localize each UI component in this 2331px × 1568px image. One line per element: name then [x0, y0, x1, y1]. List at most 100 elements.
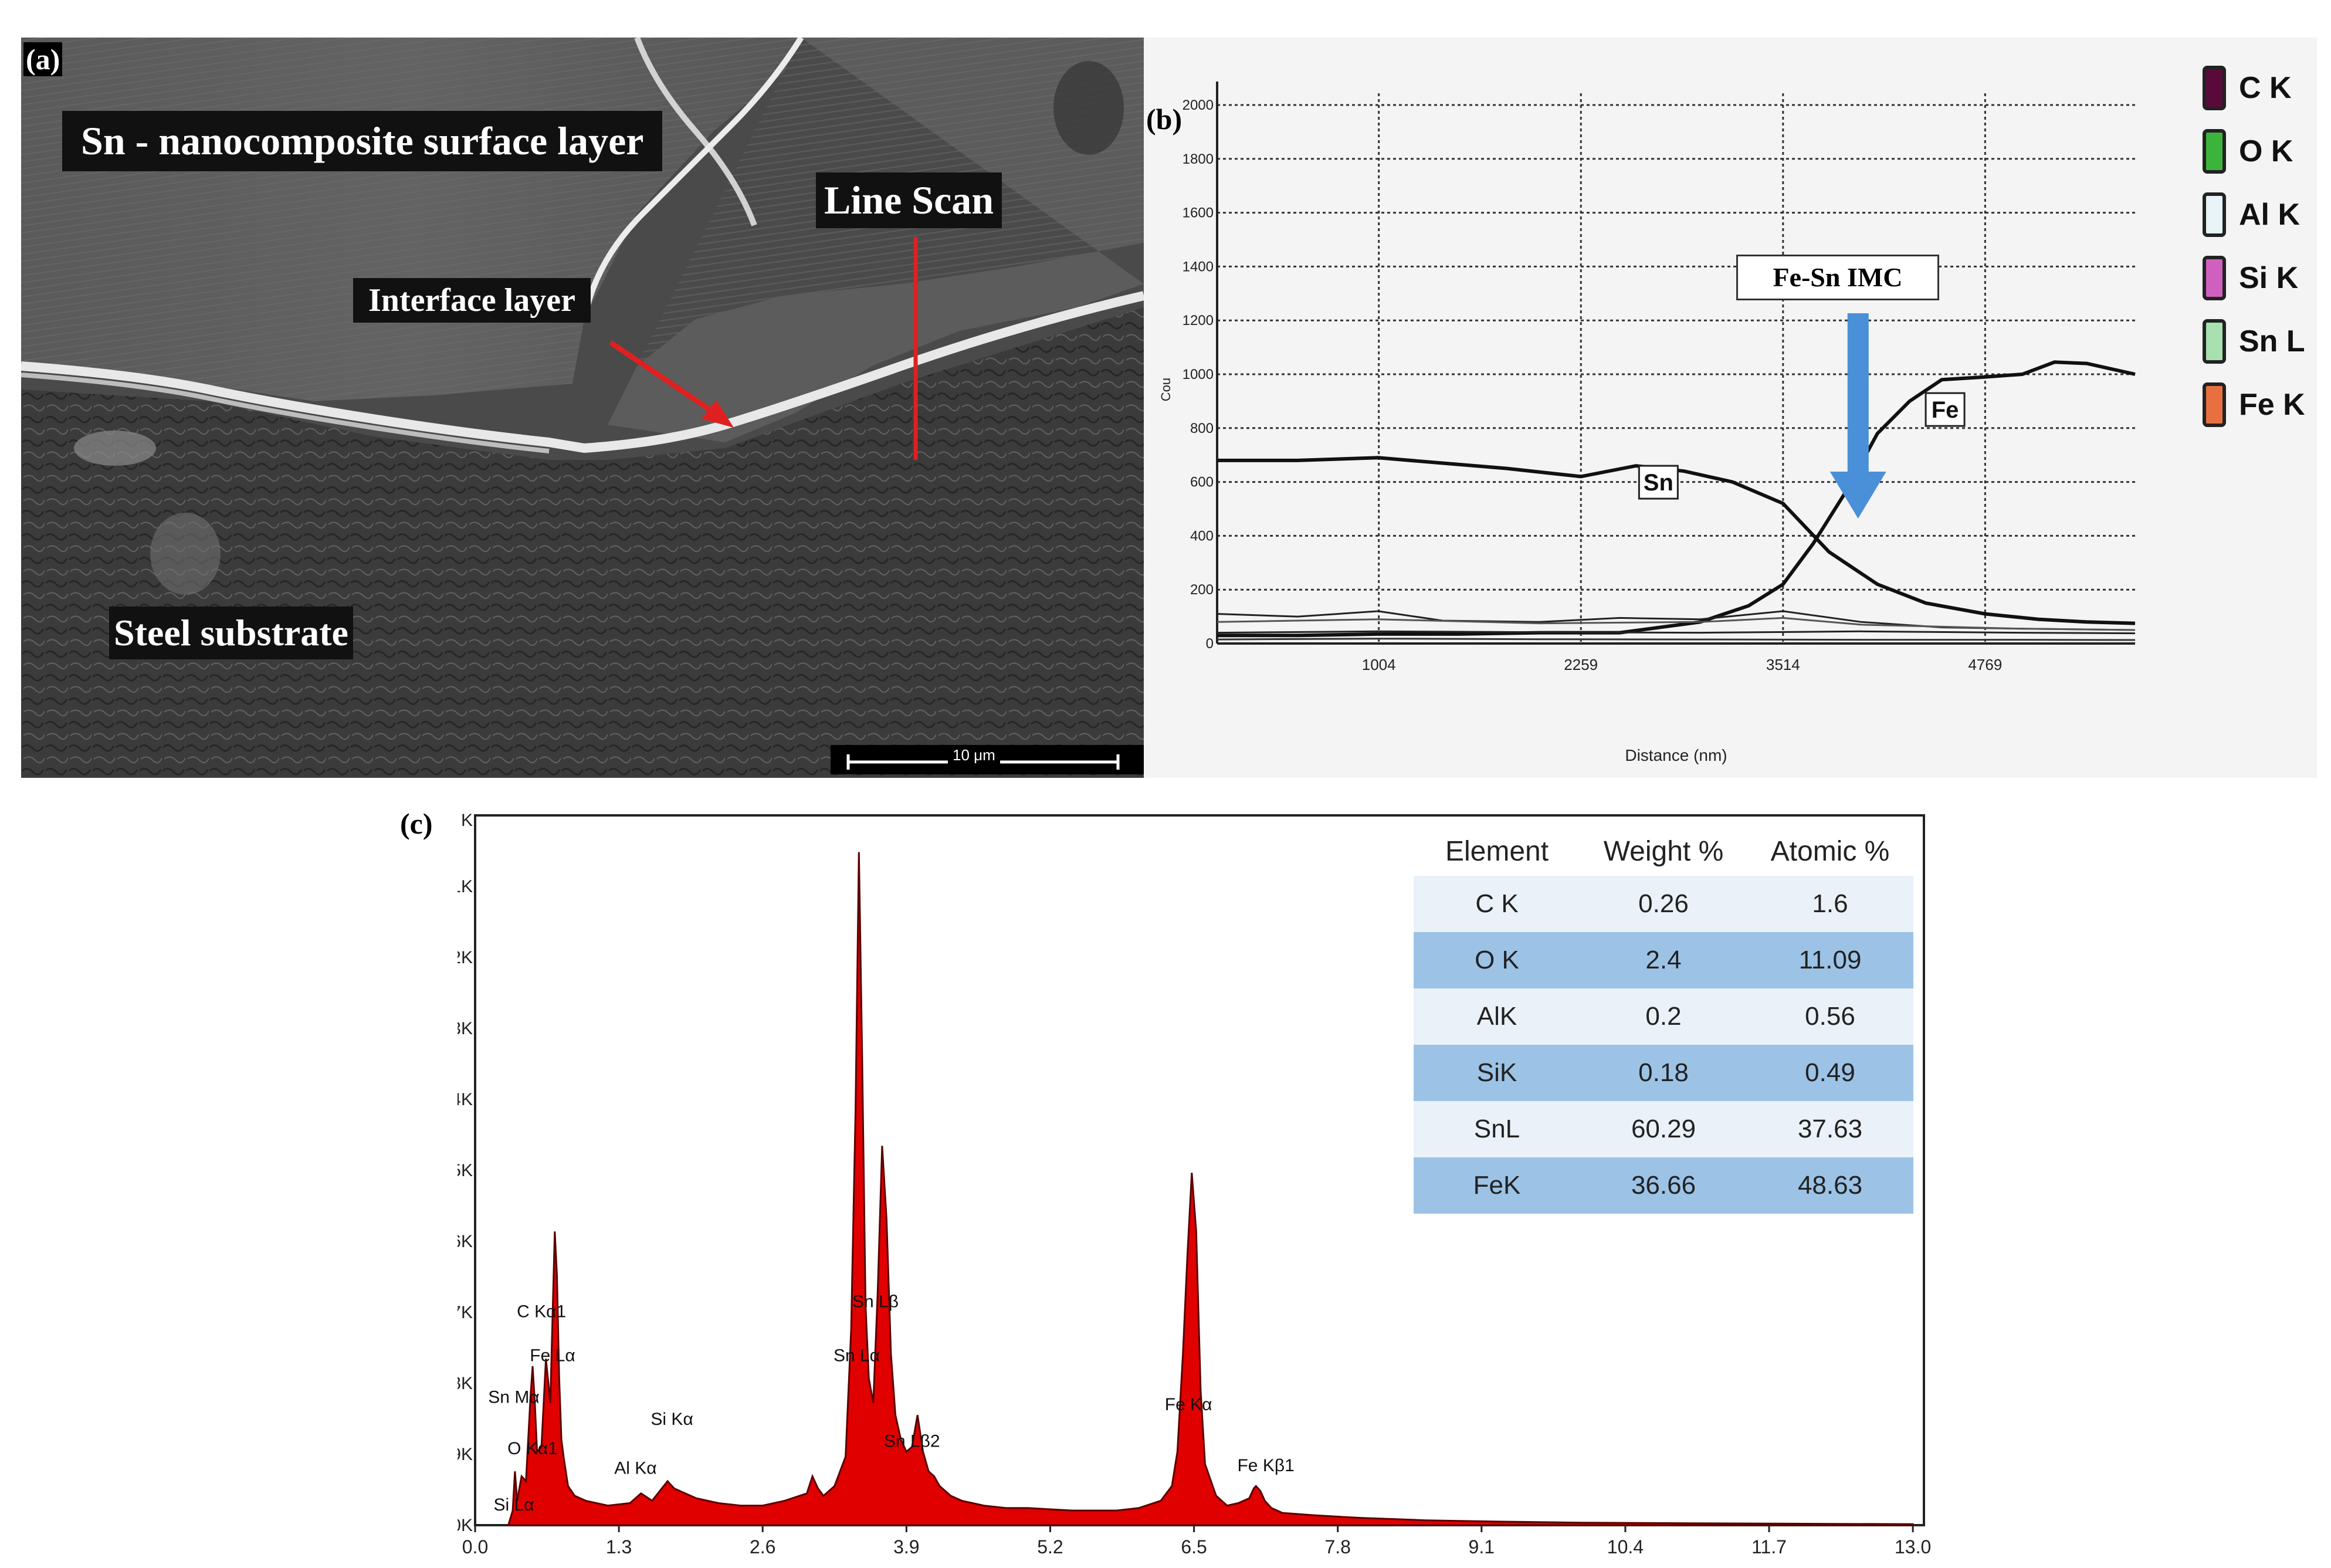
table-header-row: Element Weight % Atomic % [1414, 833, 1913, 876]
y-tick-label: 1.16K [458, 1232, 473, 1251]
legend-swatch [2203, 192, 2226, 237]
y-tick-label: 1000 [1183, 367, 1214, 382]
x-tick-label: 2.6 [750, 1536, 775, 1557]
interface-arrow [609, 340, 721, 418]
table-cell: FeK [1414, 1157, 1580, 1214]
interface-layer-label: Interface layer [353, 278, 591, 323]
y-tick-label: 0.87K [458, 1303, 473, 1322]
peak-label: Fe Lα [530, 1346, 575, 1365]
series-label-box [1638, 465, 1679, 500]
series-line-trace-3 [1217, 617, 2136, 631]
legend-swatch [2203, 319, 2226, 364]
peak-label: Sn Mα [488, 1387, 539, 1407]
series-label-box [1925, 392, 1966, 427]
peak-label: C Kα1 [517, 1302, 566, 1321]
sem-micrograph-panel: (a) Sn - nanocomposite surface layer Lin… [21, 38, 1144, 778]
steel-substrate-label: Steel substrate [109, 607, 353, 659]
series-label-fe: Fe [1932, 397, 1959, 423]
x-tick-label: 9.1 [1469, 1536, 1495, 1557]
table-cell: SiK [1414, 1045, 1580, 1101]
x-tick-label: 5.2 [1037, 1536, 1063, 1557]
table-cell: 48.63 [1747, 1157, 1913, 1214]
legend-swatch [2203, 256, 2226, 300]
table-cell: 2.4 [1580, 932, 1747, 988]
legend-item: Fe K [2203, 382, 2305, 427]
y-tick-label: 0 [1206, 636, 1214, 652]
y-tick-label: 1.45K [458, 1161, 473, 1180]
y-axis-title: Cou [1158, 378, 1173, 401]
peak-label: Sn Lα [834, 1346, 880, 1365]
table-cell: AlK [1414, 988, 1580, 1045]
table-cell: 0.49 [1747, 1045, 1913, 1101]
table-cell: 0.2 [1580, 988, 1747, 1045]
table-cell: 1.6 [1747, 876, 1913, 932]
table-row: FeK 36.66 48.63 [1414, 1157, 1913, 1214]
y-tick-label: 2.03K [458, 1019, 473, 1038]
table-row: C K 0.26 1.6 [1414, 876, 1913, 932]
legend-label: Fe K [2239, 388, 2305, 422]
line-scan-chart: 0 200 400 600 800 1000 1200 1400 1600 1800 2000 100… [1158, 82, 2136, 764]
legend-label: O K [2239, 134, 2293, 168]
y-tick-label: 1600 [1183, 205, 1214, 221]
table-cell: SnL [1414, 1101, 1580, 1157]
legend-item: O K [2203, 129, 2293, 174]
imc-arrow-shaft [1847, 313, 1869, 472]
column-header: Atomic % [1747, 833, 1913, 876]
y-tick-label-top: K [461, 811, 473, 830]
imc-arrow-head [1829, 472, 1886, 519]
peak-label: Sn Lβ [852, 1292, 899, 1312]
legend-label: Al K [2239, 198, 2300, 232]
y-tick-label: 2000 [1183, 97, 1214, 113]
fe-sn-imc-annotation: Fe-Sn IMC [1736, 255, 1939, 300]
eds-spectrum-panel: 0.00K 0.29K 0.58K 0.87K 1.16K 1.45K 1.74K 2.03K… [400, 804, 1939, 1560]
legend-item: Si K [2203, 256, 2298, 300]
y-tick-label: 600 [1190, 475, 1214, 490]
y-tick-label: 1200 [1183, 313, 1214, 328]
line-scan-panel: (b) 0 200 400 600 800 1000 1200 1400 1600 1800 200… [1144, 38, 2317, 778]
y-tick-label: 0.29K [458, 1445, 473, 1464]
series-line-fe [1217, 360, 2136, 638]
legend-item: Al K [2203, 192, 2300, 237]
composition-table: Element Weight % Atomic % C K 0.26 1.6 O… [1414, 833, 1913, 1214]
surface-layer-label: Sn - nanocomposite surface layer [62, 111, 663, 171]
table-row: O K 2.4 11.09 [1414, 932, 1913, 988]
series-line-sn [1217, 456, 2136, 625]
x-tick-label: 3.9 [893, 1536, 919, 1557]
y-tick-label: 400 [1190, 528, 1214, 544]
table-cell: 0.18 [1580, 1045, 1747, 1101]
x-tick-label: 0.0 [462, 1536, 488, 1557]
x-tick-label: 1004 [1362, 656, 1396, 673]
table-cell: O K [1414, 932, 1580, 988]
y-tick-label: 1400 [1183, 259, 1214, 275]
legend-label: Sn L [2239, 324, 2305, 358]
table-cell: 0.26 [1580, 876, 1747, 932]
panel-c-letter: (c) [400, 807, 433, 840]
series-line-trace-5 [1217, 638, 2136, 641]
peak-label: Fe Kα [1165, 1395, 1212, 1414]
interface-arrowhead [702, 400, 734, 428]
table-cell: C K [1414, 876, 1580, 932]
peak-label: Si Lα [493, 1495, 534, 1515]
table-row: SiK 0.18 0.49 [1414, 1045, 1913, 1101]
y-tick-label: 800 [1190, 421, 1214, 436]
table-cell: 37.63 [1747, 1101, 1913, 1157]
x-tick-label: 6.5 [1181, 1536, 1207, 1557]
x-tick-label: 10.4 [1607, 1536, 1644, 1557]
y-tick-label: 200 [1190, 582, 1214, 598]
table-row: SnL 60.29 37.63 [1414, 1101, 1913, 1157]
peak-label: Si Kα [650, 1410, 693, 1429]
column-header: Element [1414, 833, 1580, 876]
y-tick-label: 2.32K [458, 948, 473, 967]
x-tick-label: 7.8 [1324, 1536, 1350, 1557]
x-tick-label: 1.3 [606, 1536, 632, 1557]
legend-item: C K [2203, 66, 2292, 110]
table-row: AlK 0.2 0.56 [1414, 988, 1913, 1045]
legend-label: Si K [2239, 261, 2299, 295]
legend-label: C K [2239, 71, 2292, 105]
y-tick-label: 0.58K [458, 1374, 473, 1393]
y-tick-label: 1.74K [458, 1090, 473, 1109]
x-tick-label: 4769 [1968, 656, 2002, 673]
table-cell: 36.66 [1580, 1157, 1747, 1214]
legend-item: Sn L [2203, 319, 2305, 364]
spectrum-area [507, 852, 1914, 1526]
